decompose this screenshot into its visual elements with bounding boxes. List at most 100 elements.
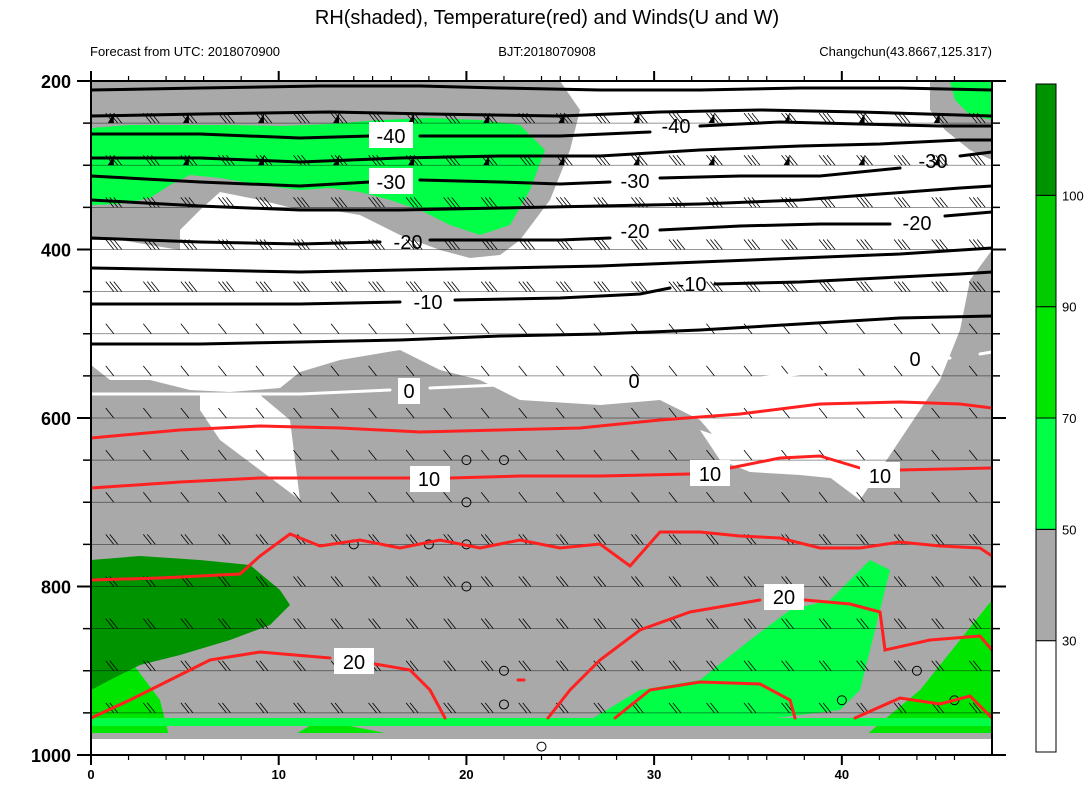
rh-shade-50-upper-inner [91, 118, 545, 235]
wind-barb-feather [631, 660, 640, 671]
wind-barb-feather [935, 618, 944, 629]
wind-barb-feather [676, 239, 686, 250]
wind-barb-feather [447, 197, 456, 208]
wind-barb-feather [218, 407, 227, 419]
wind-barb-feather [710, 660, 719, 671]
wind-barb-feather [668, 239, 678, 250]
wind-barb-feather [676, 112, 686, 124]
wind-barb-feather [901, 155, 911, 166]
wind-barb-feather [188, 281, 198, 292]
wind-barb-feather [822, 702, 832, 714]
wind-barb-feather [109, 281, 119, 292]
wind-barb-feather [255, 702, 265, 714]
wind-barb-feather [368, 449, 377, 461]
wind-barb-feather [405, 660, 415, 671]
wind-barb-feather [447, 702, 456, 714]
wind-barb-feather [635, 702, 644, 714]
wind-barb-feather [330, 492, 340, 503]
wind-barb-feather [893, 702, 903, 714]
wind-barb-feather [143, 534, 152, 545]
wind-barb-feather [672, 618, 682, 629]
colorbar-label: 90 [1062, 300, 1076, 315]
wind-barb-feather [597, 239, 607, 250]
wind-barb-feather [518, 618, 528, 629]
wind-barb-feather [263, 281, 273, 292]
wind-barb-feather [555, 492, 565, 503]
wind-barb-feather [822, 576, 832, 587]
contour-label-minus-30-mid: -30 [621, 171, 650, 193]
wind-barb-feather [931, 492, 940, 503]
rh-shade-90-lower-left [91, 556, 290, 690]
wind-barb-pennant [783, 113, 790, 124]
wind-calm-circle [461, 455, 472, 466]
isotherm-minus-10 [91, 270, 992, 306]
wind-barb-feather [518, 449, 528, 461]
isotherm-20 [91, 650, 447, 720]
wind-barb-feather [860, 281, 869, 292]
wind-barb-feather [293, 365, 302, 377]
isotherm-minus-25 [91, 184, 992, 212]
wind-barb-feather [668, 365, 678, 377]
wind-barb-pennant [783, 155, 790, 166]
wind-barb-feather [706, 618, 715, 629]
isotherm-20-lower-right [853, 694, 992, 720]
wind-barb-feather [789, 155, 798, 166]
wind-barb-feather [897, 660, 907, 671]
wind-barb-feather [409, 576, 419, 587]
wind-barb-feather [931, 323, 940, 334]
wind-barb-feather [818, 281, 828, 292]
wind-barb-feather [218, 365, 227, 377]
wind-barb-feather [976, 197, 986, 208]
wind-barb-feather [480, 197, 490, 208]
wind-barb-feather [443, 660, 452, 671]
wind-barb-feather [480, 702, 490, 714]
wind-barb-feather [939, 281, 948, 292]
wind-barb-feather [860, 197, 869, 208]
wind-barb-feather [143, 365, 152, 377]
wind-barb-feather [968, 155, 978, 166]
wind-barb-feather [714, 155, 723, 166]
wind-barb-feather [635, 660, 644, 671]
wind-barb-feather [893, 155, 903, 166]
wind-barb-feather [413, 281, 423, 292]
rh-shade-surface-grey [91, 733, 992, 739]
wind-barb-feather [226, 197, 235, 208]
wind-barb-feather [405, 281, 415, 292]
wind-barb-feather [218, 449, 227, 461]
wind-barb-feather [706, 576, 715, 587]
wind-barb-feather [818, 239, 828, 250]
wind-barb-feather [480, 534, 490, 545]
contour-label-10: 10 [418, 469, 440, 491]
wind-barb-feather [180, 365, 190, 377]
wind-barb-feather [368, 407, 377, 419]
wind-barb-feather [631, 365, 640, 377]
y-tick-label: 200 [41, 72, 71, 92]
wind-barb-feather [330, 449, 340, 461]
wind-barb-pennant [858, 155, 865, 166]
wind-barb-feather [443, 281, 452, 292]
wind-barb-feather [143, 449, 152, 461]
wind-barb-feather [893, 197, 903, 208]
wind-barb-feather [706, 534, 715, 545]
wind-barb-feather [180, 449, 190, 461]
wind-barb-feather [555, 660, 565, 671]
wind-barb-feather [484, 702, 494, 714]
wind-barb-feather [222, 281, 231, 292]
wind-barb-feather [593, 702, 603, 714]
wind-barb-feather [301, 155, 310, 166]
wind-calm-circle [461, 497, 472, 508]
wind-barb-feather [555, 618, 565, 629]
label-box [690, 460, 730, 486]
wind-barb-feather [409, 239, 419, 250]
wind-barb-feather [263, 112, 273, 124]
wind-barb-feather [897, 155, 907, 166]
contour-labels: -40 -40 -30 -30 -30 -20 -20 -20 -10 -10 … [334, 116, 947, 674]
wind-barb-feather [563, 281, 573, 292]
wind-barb-feather [372, 112, 381, 124]
wind-barb-feather [939, 239, 948, 250]
wind-barb-feather [338, 197, 348, 208]
wind-barb-feather [822, 660, 832, 671]
wind-barb-pennant [933, 155, 940, 166]
wind-barb-feather [522, 660, 532, 671]
wind-barb-feather [143, 281, 152, 292]
